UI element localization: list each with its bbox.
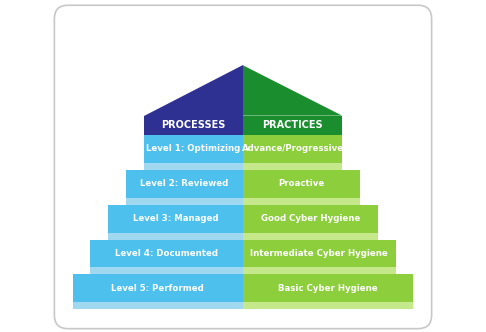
- Text: Level 2: Reviewed: Level 2: Reviewed: [140, 179, 228, 188]
- Text: Intermediate Cyber Hygiene: Intermediate Cyber Hygiene: [250, 249, 388, 258]
- Polygon shape: [126, 170, 243, 198]
- Polygon shape: [144, 135, 243, 163]
- Polygon shape: [243, 65, 342, 116]
- Polygon shape: [126, 198, 243, 205]
- Polygon shape: [108, 205, 243, 233]
- Polygon shape: [243, 163, 342, 170]
- Text: Proactive: Proactive: [278, 179, 325, 188]
- Polygon shape: [90, 240, 243, 268]
- Text: PROCESSES: PROCESSES: [161, 120, 226, 130]
- Text: Level 1: Optimizing: Level 1: Optimizing: [146, 144, 241, 153]
- Polygon shape: [243, 302, 414, 309]
- Polygon shape: [243, 275, 414, 302]
- Text: Good Cyber Hygiene: Good Cyber Hygiene: [261, 214, 360, 223]
- Polygon shape: [243, 135, 342, 163]
- Text: Basic Cyber Hygiene: Basic Cyber Hygiene: [278, 284, 378, 293]
- Polygon shape: [243, 233, 378, 240]
- Polygon shape: [243, 205, 378, 233]
- Polygon shape: [243, 268, 396, 275]
- Polygon shape: [144, 116, 243, 135]
- Polygon shape: [243, 170, 360, 198]
- Polygon shape: [72, 302, 243, 309]
- Text: Level 3: Managed: Level 3: Managed: [133, 214, 218, 223]
- Polygon shape: [243, 116, 342, 135]
- Polygon shape: [243, 240, 396, 268]
- Polygon shape: [144, 65, 243, 116]
- Polygon shape: [90, 268, 243, 275]
- Text: Level 5: Performed: Level 5: Performed: [111, 284, 204, 293]
- Polygon shape: [108, 233, 243, 240]
- Text: Level 4: Documented: Level 4: Documented: [115, 249, 218, 258]
- Text: PRACTICES: PRACTICES: [262, 120, 323, 130]
- Polygon shape: [72, 275, 243, 302]
- Text: Advance/Progressive: Advance/Progressive: [242, 144, 344, 153]
- Polygon shape: [144, 163, 243, 170]
- Polygon shape: [243, 198, 360, 205]
